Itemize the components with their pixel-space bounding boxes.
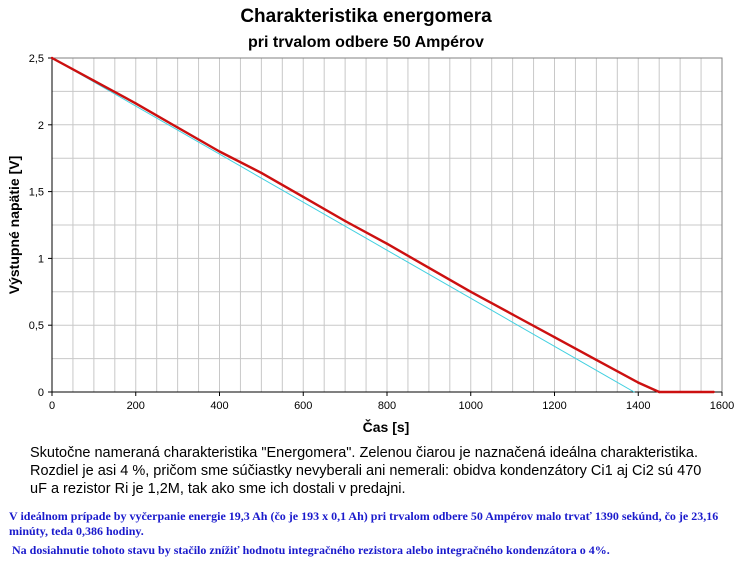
chart: Charakteristika energomera pri trvalom o… [6,6,734,435]
y-tick-label: 0 [38,387,44,399]
y-tick-label: 0,5 [29,320,44,332]
measured-data-point [427,266,431,269]
measured-data-point [385,242,389,245]
x-tick-label: 0 [49,400,55,412]
measured-data-point [595,358,598,362]
measured-data-point [260,171,263,175]
x-tick-label: 200 [127,400,145,412]
y-tick-label: 1 [38,253,44,265]
x-tick-label: 800 [378,400,396,412]
correction-note: Na dosiahnutie tohoto stavu by stačilo z… [12,543,610,557]
measured-data-point [657,390,661,394]
measured-data-point [511,313,514,316]
y-axis-title: Výstupné napätie [V] [6,156,22,294]
x-tick-label: 400 [210,400,228,412]
x-tick-label: 1600 [710,400,734,412]
x-tick-label: 1000 [459,400,483,412]
x-tick-label: 1400 [626,400,650,412]
chart-title: Charakteristika energomera [240,6,492,27]
x-tick-label: 1200 [542,400,566,412]
measured-data-point [712,390,715,394]
measured-data-point [176,126,179,129]
ideal-series-line [51,57,635,393]
measured-data-point [343,219,347,223]
measured-data-point [553,336,556,339]
x-tick-label: 600 [294,400,312,412]
measured-data-point [469,290,472,293]
chart-subtitle: pri trvalom odbere 50 Ampérov [248,34,484,51]
y-tick-label: 2 [38,120,44,132]
chart-caption: Skutočne nameraná charakteristika "Energ… [30,445,702,497]
y-tick-label: 1,5 [29,187,44,199]
measured-data-point [92,79,96,82]
measured-data-point [637,381,640,384]
measured-data-point [302,195,305,199]
measured-data-point [218,150,221,153]
y-tick-label: 2,5 [29,53,44,65]
ideal-data-point [633,391,635,393]
measured-data-point [50,56,54,60]
ideal-case-note: V ideálnom prípade by vyčerpanie energie… [9,509,719,538]
x-axis-title: Čas [s] [363,418,410,435]
measured-data-point [134,102,137,105]
